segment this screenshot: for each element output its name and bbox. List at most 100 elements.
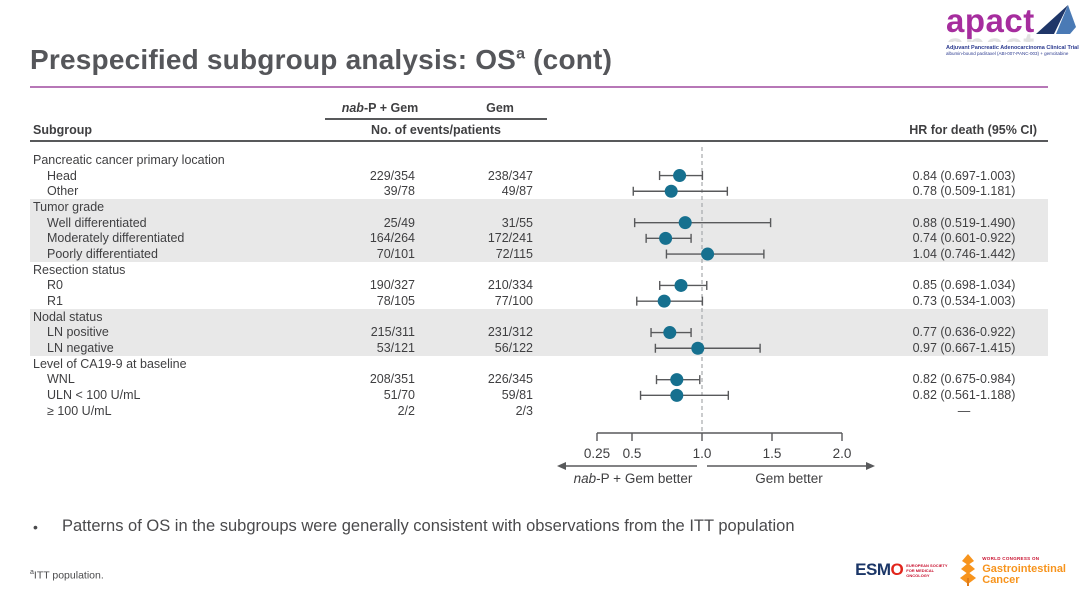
arm2-events-value: 56/122 xyxy=(494,341,533,356)
arm1-events-value: 208/351 xyxy=(369,372,415,387)
column-header-hr: HR for death (95% CI) xyxy=(909,123,1037,137)
table-row: WNL 208/351 226/345 0.82 (0.675-0.984) xyxy=(30,372,1048,388)
footnote: aITT population. xyxy=(30,569,104,582)
arm1-events-value: 2/2 xyxy=(397,403,415,418)
arm1-italic: nab xyxy=(341,101,364,115)
arm2-events-value: 2/3 xyxy=(515,403,533,418)
title-text: Prespecified subgroup analysis: OS xyxy=(30,44,517,75)
category-label: Resection status xyxy=(33,262,126,277)
category-row: Pancreatic cancer primary location xyxy=(30,152,1048,168)
hr-ci-value: 0.73 (0.534-1.003) xyxy=(912,294,1016,309)
bullet-point: • Patterns of OS in the subgroups were g… xyxy=(33,517,1033,536)
subgroup-label: LN negative xyxy=(47,341,114,356)
bullet-text: Patterns of OS in the subgroups were gen… xyxy=(62,517,795,535)
arm1-events-value: 39/78 xyxy=(383,184,415,199)
arm1-events-value: 53/121 xyxy=(376,341,415,356)
arm-header-rule xyxy=(325,118,547,120)
subgroup-label: LN positive xyxy=(47,325,109,340)
hr-ci-value: 0.97 (0.667-1.415) xyxy=(912,341,1016,356)
title-cont: (cont) xyxy=(525,44,613,75)
category-row: Tumor grade xyxy=(30,199,1048,215)
subgroup-label: R1 xyxy=(47,294,63,309)
subgroup-label: Other xyxy=(47,184,79,199)
arm1-events-value: 25/49 xyxy=(383,215,415,230)
apact-sail-icon xyxy=(1036,5,1076,34)
table-row: R0 190/327 210/334 0.85 (0.698-1.034) xyxy=(30,278,1048,294)
bottom-logos: ESMO EUROPEAN SOCIETY FOR MEDICAL ONCOLO… xyxy=(855,554,1066,586)
hr-ci-value: 0.85 (0.698-1.034) xyxy=(912,278,1016,293)
arm1-rest: -P + Gem xyxy=(363,101,419,115)
arm2-events-value: 210/334 xyxy=(487,278,533,293)
wcgc-line3: Cancer xyxy=(982,574,1020,586)
arm2-events-value: 238/347 xyxy=(487,168,533,183)
arm2-events-value: 77/100 xyxy=(494,294,533,309)
arm1-events-value: 70/101 xyxy=(376,246,415,261)
table-row: Head 229/354 238/347 0.84 (0.697-1.003) xyxy=(30,168,1048,184)
left-arrow-label: nab-P + Gem better xyxy=(574,471,693,486)
x-tick-label: 0.5 xyxy=(623,446,642,461)
x-tick-label: 1.5 xyxy=(763,446,782,461)
table-header-rule xyxy=(30,140,1048,142)
hr-ci-value: 0.82 (0.675-0.984) xyxy=(912,372,1016,387)
arm1-events-value: 164/264 xyxy=(369,231,415,246)
category-label: Level of CA19-9 at baseline xyxy=(33,356,187,371)
category-row: Resection status xyxy=(30,262,1048,278)
x-tick-label: 1.0 xyxy=(693,446,712,461)
arm2-events-value: 49/87 xyxy=(501,184,533,199)
x-tick-label: 0.25 xyxy=(584,446,610,461)
title-underline xyxy=(30,86,1048,88)
hr-ci-value: 0.78 (0.509-1.181) xyxy=(912,184,1016,199)
table-row: LN positive 215/311 231/312 0.77 (0.636-0.9… xyxy=(30,325,1048,341)
apact-wordmark-row: apact apact xyxy=(946,2,1076,42)
x-tick-label: 2.0 xyxy=(833,446,852,461)
table-row: ULN < 100 U/mL 51/70 59/81 0.82 (0.561-1.18… xyxy=(30,387,1048,403)
hr-ci-value: 0.74 (0.601-0.922) xyxy=(912,231,1016,246)
esmo-wordmark: ESMO xyxy=(855,560,904,579)
column-header-arm2: Gem xyxy=(486,101,514,115)
arm2-events-value: 59/81 xyxy=(501,388,533,403)
table-row: R1 78/105 77/100 0.73 (0.534-1.003) xyxy=(30,293,1048,309)
column-header-subgroup: Subgroup xyxy=(33,123,93,137)
category-label: Tumor grade xyxy=(33,199,105,214)
esmo-logo: ESMO EUROPEAN SOCIETY FOR MEDICAL ONCOLO… xyxy=(855,560,948,580)
subgroup-label: Poorly differentiated xyxy=(47,246,158,261)
arm1-events-value: 190/327 xyxy=(369,278,415,293)
footnote-text: ITT population. xyxy=(33,569,104,582)
subgroup-label: Head xyxy=(47,168,77,183)
hr-ci-value: — xyxy=(957,403,971,418)
subgroup-label: Well differentiated xyxy=(47,215,147,230)
subgroup-label: ≥ 100 U/mL xyxy=(47,403,112,418)
wcgc-logo: WORLD CONGRESS ON Gastrointestinal Cance… xyxy=(958,554,1066,586)
table-row: Well differentiated 25/49 31/55 0.88 (0.519… xyxy=(30,215,1048,231)
apact-wordmark: apact xyxy=(946,2,1035,39)
category-label: Nodal status xyxy=(33,309,103,324)
category-label: Pancreatic cancer primary location xyxy=(33,152,225,167)
hr-ci-value: 1.04 (0.746-1.442) xyxy=(912,246,1016,261)
subgroup-block: Level of CA19-9 at baseline WNL 208/351 226… xyxy=(30,356,1048,419)
arm2-events-value: 226/345 xyxy=(487,372,533,387)
table-row: LN negative 53/121 56/122 0.97 (0.667-1.415… xyxy=(30,340,1048,356)
hr-ci-value: 0.77 (0.636-0.922) xyxy=(912,325,1016,340)
hr-ci-value: 0.84 (0.697-1.003) xyxy=(912,168,1016,183)
subgroup-label: Moderately differentiated xyxy=(47,231,185,246)
arm2-events-value: 31/55 xyxy=(501,215,533,230)
right-arrow-label: Gem better xyxy=(755,471,823,486)
subgroup-block: Tumor grade Well differentiated 25/49 31/55… xyxy=(30,199,1048,262)
apact-tagline-1: Adjuvant Pancreatic Adenocarcinoma Clini… xyxy=(946,45,1079,51)
wcgc-text: WORLD CONGRESS ON Gastrointestinal Cance… xyxy=(982,554,1066,586)
table-row: Other 39/78 49/87 0.78 (0.509-1.181) xyxy=(30,183,1048,199)
subgroup-block: Nodal status LN positive 215/311 231/312 0.7… xyxy=(30,308,1048,356)
column-header-events: No. of events/patients xyxy=(371,123,501,137)
subgroup-label: ULN < 100 U/mL xyxy=(47,388,141,403)
subgroup-label: WNL xyxy=(47,372,75,387)
apact-tagline-2: albumin-bound paclitaxel (ABI-007-PANC-0… xyxy=(946,51,1069,56)
right-arrow-head xyxy=(866,462,875,470)
wheat-icon xyxy=(960,554,977,586)
hr-ci-value: 0.82 (0.561-1.188) xyxy=(912,388,1016,403)
apact-wordmark-reflection: apact xyxy=(946,28,1035,42)
subgroup-label: R0 xyxy=(47,278,63,293)
category-row: Nodal status xyxy=(30,309,1048,325)
arm2-events-value: 172/241 xyxy=(487,231,533,246)
arm1-events-value: 215/311 xyxy=(370,325,415,340)
